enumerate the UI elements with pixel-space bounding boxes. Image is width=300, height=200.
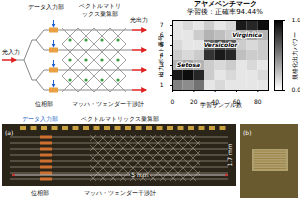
svg-text:Setosa: Setosa xyxy=(177,61,200,68)
html-text:学習後：正確率94.44%: 学習後：正確率94.44% xyxy=(187,8,263,16)
svg-text:データ入力部: データ入力部 xyxy=(22,115,58,122)
svg-text:光入力: 光入力 xyxy=(2,48,20,55)
svg-text:1.7 mm: 1.7 mm xyxy=(226,143,233,166)
svg-text:規格化出力パワー: 規格化出力パワー xyxy=(291,32,298,80)
svg-text:Virginica: Virginica xyxy=(232,31,262,39)
svg-text:出力ポート番号: 出力ポート番号 xyxy=(157,35,164,77)
svg-text:0.0: 0.0 xyxy=(292,86,300,93)
svg-text:Versicolor: Versicolor xyxy=(204,41,239,48)
html-text:アヤメベンチマーク: アヤメベンチマーク xyxy=(193,0,257,8)
svg-text:1: 1 xyxy=(160,81,164,88)
svg-text:1.0: 1.0 xyxy=(292,18,300,23)
svg-text:マッハ・ツェンダー干渉計: マッハ・ツェンダー干渉計 xyxy=(84,189,156,196)
svg-text:7: 7 xyxy=(160,21,164,28)
svg-text:(b): (b) xyxy=(243,129,252,136)
svg-text:位相部: 位相部 xyxy=(31,189,49,196)
svg-text:5 mm: 5 mm xyxy=(131,171,149,178)
svg-text:0: 0 xyxy=(171,98,175,105)
svg-text:位相部: 位相部 xyxy=(35,100,53,107)
svg-text:データ入力部: データ入力部 xyxy=(28,3,64,10)
svg-text:光出力: 光出力 xyxy=(130,16,148,23)
svg-text:ックス乗算部: ックス乗算部 xyxy=(82,10,118,17)
svg-text:マッハ・ツェンダー干渉計: マッハ・ツェンダー干渉計 xyxy=(72,100,144,107)
svg-text:ベクトルマトリ: ベクトルマトリ xyxy=(79,2,121,9)
svg-text:80: 80 xyxy=(254,98,262,105)
svg-text:20: 20 xyxy=(190,98,198,105)
svg-text:ベクトルマトリックス乗算部: ベクトルマトリックス乗算部 xyxy=(81,115,159,122)
svg-text:(a): (a) xyxy=(5,129,13,136)
svg-text:学習サンプル数: 学習サンプル数 xyxy=(200,101,242,108)
